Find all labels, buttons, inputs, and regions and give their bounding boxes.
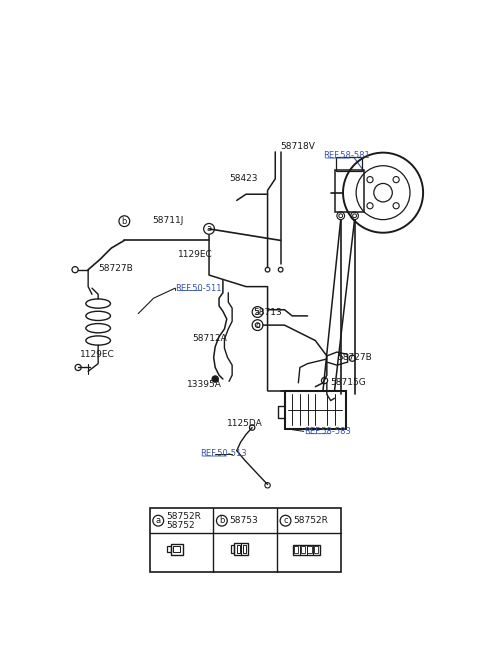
Bar (335, 170, 364, 212)
Bar (301, 546, 305, 553)
Text: 58718V: 58718V (281, 142, 315, 151)
Text: 13395A: 13395A (187, 380, 222, 389)
Text: 58715G: 58715G (331, 379, 366, 388)
Text: 58713: 58713 (254, 308, 282, 317)
Bar (150, 508, 341, 571)
Text: 58727B: 58727B (337, 353, 372, 362)
Text: 58712A: 58712A (192, 335, 227, 344)
Bar (285, 390, 346, 429)
Bar (293, 544, 320, 554)
Text: 1129EC: 1129EC (178, 250, 213, 258)
Text: REF.50-511: REF.50-511 (175, 283, 222, 293)
Text: 58752: 58752 (166, 521, 194, 530)
Text: 58753: 58753 (229, 516, 258, 525)
Text: 58711J: 58711J (152, 216, 183, 225)
Text: b: b (121, 216, 127, 226)
Text: 58752R: 58752R (293, 516, 328, 525)
Text: REF.58-583: REF.58-583 (304, 427, 350, 436)
Text: 58423: 58423 (229, 174, 258, 183)
Bar (173, 546, 180, 552)
Bar (294, 546, 299, 553)
Text: 1129EC: 1129EC (81, 350, 115, 359)
Bar (230, 545, 234, 553)
Bar (167, 546, 171, 552)
Bar (171, 544, 183, 554)
Text: c: c (283, 516, 288, 525)
Text: REF.50-513: REF.50-513 (200, 449, 246, 458)
Bar (243, 545, 246, 553)
Text: a: a (255, 308, 260, 317)
Bar (234, 543, 248, 556)
Text: 1125DA: 1125DA (227, 419, 263, 428)
Text: a: a (156, 516, 161, 525)
Text: 58727B: 58727B (98, 264, 133, 274)
Text: REF.58-581: REF.58-581 (323, 152, 370, 160)
Text: c: c (255, 321, 260, 329)
Text: b: b (219, 516, 225, 525)
Bar (307, 546, 312, 553)
Bar (336, 157, 362, 171)
Text: 58752R: 58752R (166, 512, 201, 522)
Circle shape (212, 376, 218, 382)
Bar (314, 546, 318, 553)
Bar (61, 79, 431, 501)
Bar (237, 545, 240, 553)
Text: a: a (206, 224, 212, 234)
